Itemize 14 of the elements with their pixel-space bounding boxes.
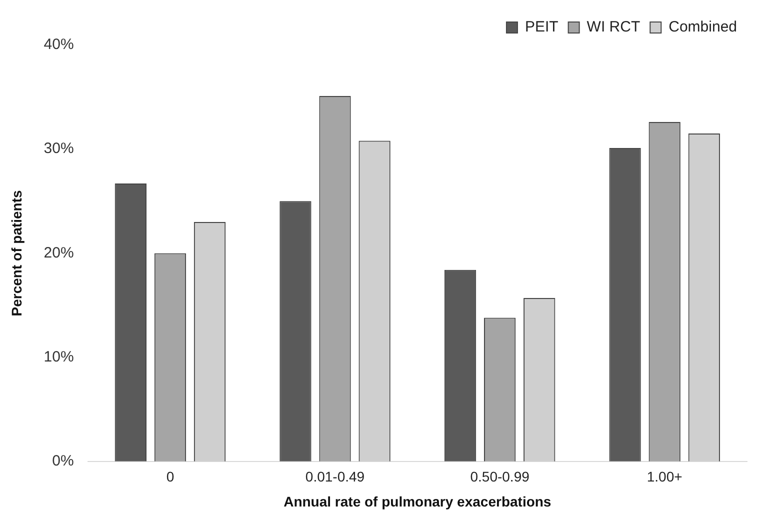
x-tick-label: 0 bbox=[166, 468, 174, 485]
x-tick-label: 0.01-0.49 bbox=[305, 468, 365, 485]
y-tick-label: 40% bbox=[44, 36, 74, 54]
legend-label: PEIT bbox=[524, 18, 558, 36]
x-axis-title: Annual rate of pulmonary exacerbations bbox=[284, 493, 552, 510]
y-axis-title: Percent of patients bbox=[8, 190, 24, 316]
legend-label: WI RCT bbox=[586, 18, 640, 36]
x-tick-label: 1.00+ bbox=[646, 468, 682, 485]
y-tick-label: 30% bbox=[44, 140, 74, 158]
y-tick-label: 10% bbox=[44, 348, 74, 366]
y-tick-label: 0% bbox=[52, 452, 74, 470]
y-tick-label: 20% bbox=[44, 244, 74, 262]
legend-label: Combined bbox=[668, 18, 738, 36]
x-tick-label: 0.50-0.99 bbox=[470, 468, 530, 485]
